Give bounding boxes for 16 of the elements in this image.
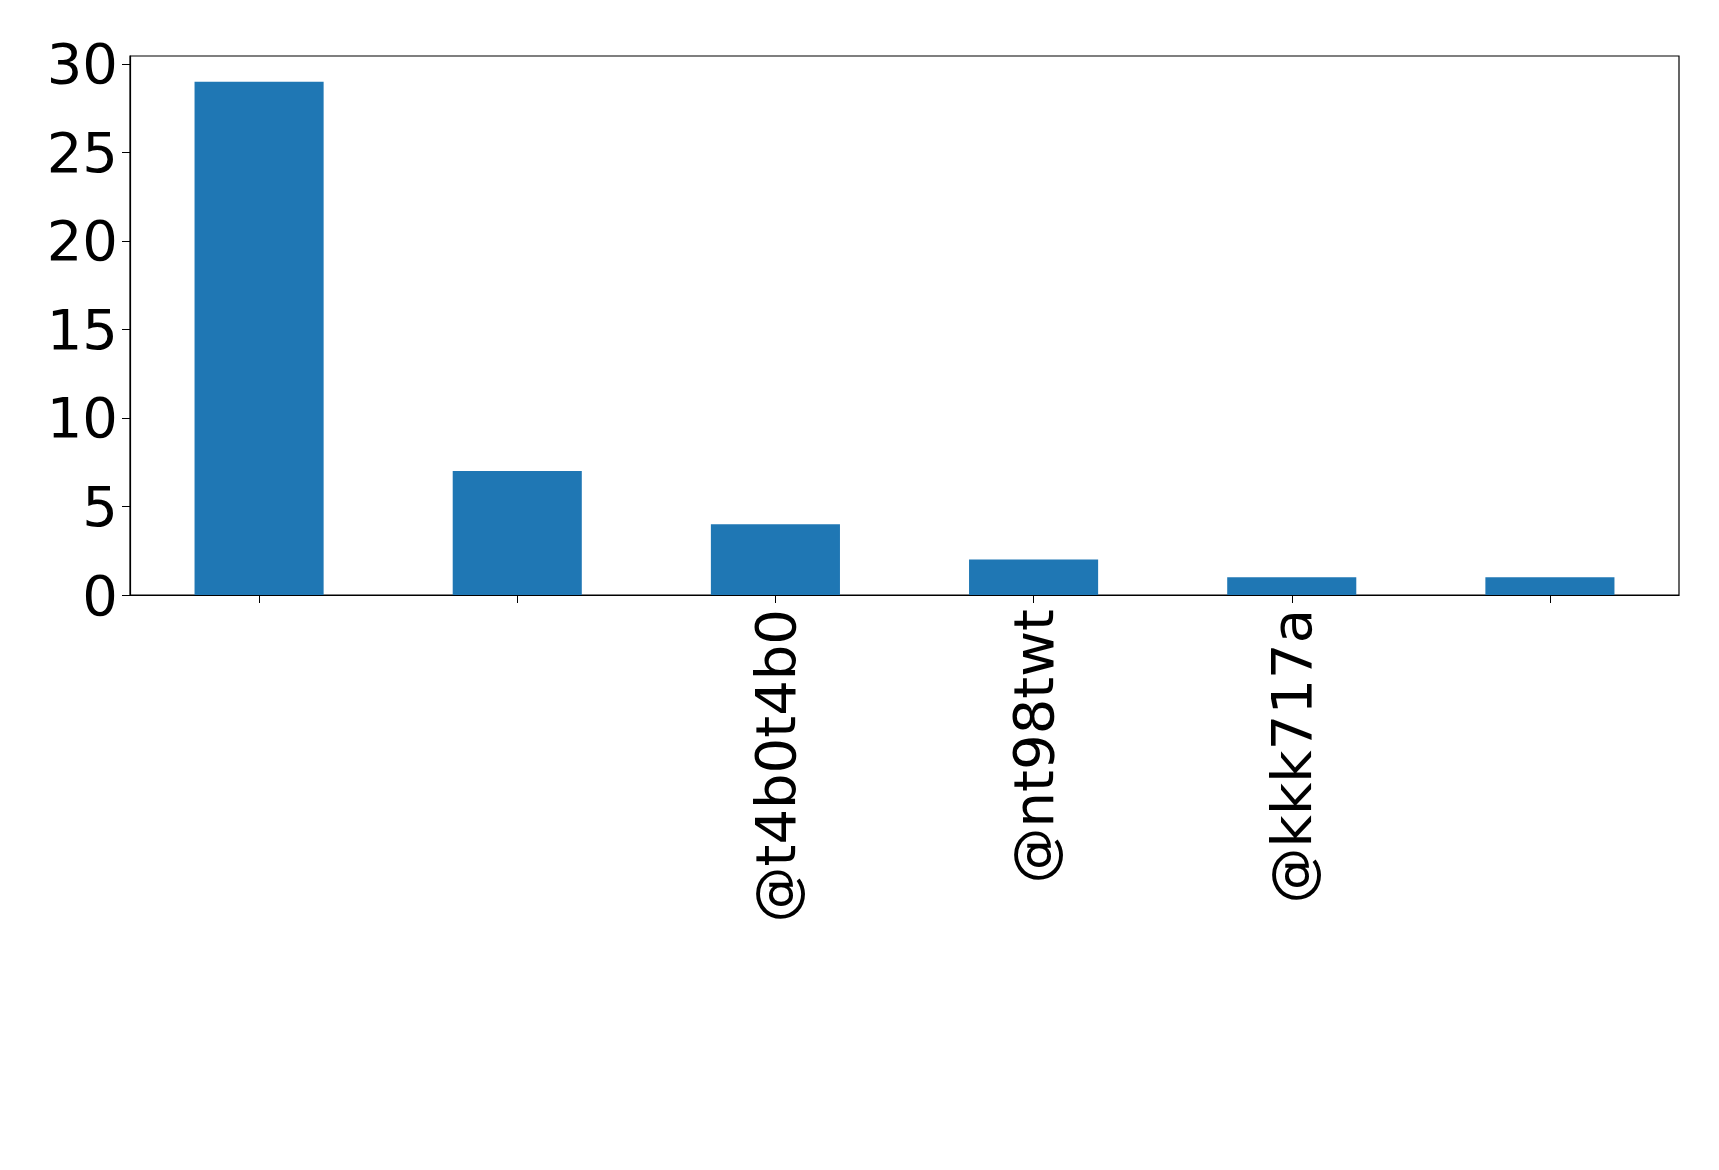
y-tick-label: 15 xyxy=(46,296,118,362)
x-tick-label: @nt98twt xyxy=(1001,609,1067,884)
bar xyxy=(969,559,1099,595)
y-tick-label: 5 xyxy=(82,473,118,539)
bar xyxy=(194,81,324,595)
bar xyxy=(710,524,840,595)
bar xyxy=(452,471,582,595)
y-tick-label: 30 xyxy=(46,31,118,97)
y-tick-label: 0 xyxy=(82,562,118,628)
bar xyxy=(1227,577,1357,595)
y-tick-label: 25 xyxy=(46,119,118,185)
y-tick-label: 20 xyxy=(46,208,118,274)
bar xyxy=(1485,577,1615,595)
y-tick-label: 10 xyxy=(46,385,118,451)
x-tick-label: @kkk717a xyxy=(1259,609,1325,904)
x-tick-label: @t4b0t4b0 xyxy=(742,609,808,923)
